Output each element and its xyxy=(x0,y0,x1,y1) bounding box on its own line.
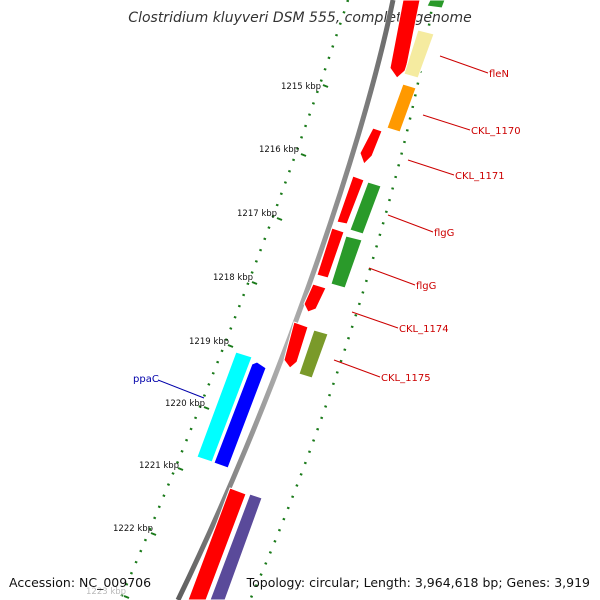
tick-mark xyxy=(150,532,157,536)
leader-line xyxy=(368,267,416,286)
tick-label: 1215 kbp xyxy=(281,82,321,92)
cds-feature xyxy=(389,0,421,79)
outer-dotted-track xyxy=(248,0,435,600)
tick-label: 1217 kbp xyxy=(237,209,277,219)
ppaC-feature xyxy=(196,351,267,469)
tick-mark xyxy=(322,84,329,88)
tick-mark xyxy=(276,217,283,221)
accession-text: Accession: NC_009706 xyxy=(9,575,151,590)
gene-label-ppaC[interactable]: ppaC xyxy=(133,374,159,385)
leader-line xyxy=(422,114,471,131)
cds-feature xyxy=(283,321,309,369)
forward-cds-track xyxy=(187,0,421,600)
leader-line xyxy=(157,379,205,399)
genome-summary-text: Topology: circular; Length: 3,964,618 bp… xyxy=(246,575,590,590)
cds-feature xyxy=(316,227,345,279)
ppaC-cyan-bar xyxy=(196,351,253,463)
tick-label: 1222 kbp xyxy=(113,524,153,534)
tick-mark xyxy=(177,467,184,471)
tick-mark xyxy=(251,281,258,285)
leader-line xyxy=(387,214,434,233)
gene-label-CKL_1175[interactable]: CKL_1175 xyxy=(381,373,431,384)
cds-feature xyxy=(187,487,247,600)
cds-feature xyxy=(336,175,365,225)
cds-feature xyxy=(303,283,327,313)
leader-line xyxy=(333,359,381,378)
orange-feature xyxy=(386,83,417,133)
map-title: Clostridium kluyveri DSM 555, complete g… xyxy=(128,10,471,26)
tick-label: 1223 kbp xyxy=(86,587,126,597)
leader-line xyxy=(407,159,455,176)
tick-mark xyxy=(300,153,307,157)
outer-feature-track xyxy=(209,0,446,600)
gene-labels: fleN CKL_1170 CKL_1171 flgG flgG CKL_117… xyxy=(133,69,521,385)
tick-mark xyxy=(203,406,210,410)
tick-mark xyxy=(123,595,130,599)
tick-label: 1221 kbp xyxy=(139,461,179,471)
leader-line xyxy=(439,55,489,74)
gene-label-flgG[interactable]: flgG xyxy=(416,281,436,292)
tick-mark xyxy=(227,344,234,348)
tick-label: 1216 kbp xyxy=(259,145,299,155)
ppaC-blue-bar xyxy=(213,361,267,469)
tick-label: 1218 kbp xyxy=(213,273,253,283)
gene-label-CKL_1170[interactable]: CKL_1170 xyxy=(471,126,521,137)
green-feature xyxy=(330,235,363,289)
label-leaders xyxy=(157,55,489,399)
gene-label-CKL_1174[interactable]: CKL_1174 xyxy=(399,324,449,335)
cds-feature xyxy=(359,127,383,165)
genome-backbone xyxy=(175,0,396,600)
gene-label-CKL_1171[interactable]: CKL_1171 xyxy=(455,171,505,182)
leader-line xyxy=(351,311,399,329)
tick-label: 1219 kbp xyxy=(189,337,229,347)
olive-feature xyxy=(298,329,329,379)
green-feature xyxy=(426,0,446,9)
tick-label: 1220 kbp xyxy=(165,399,205,409)
gene-label-flgG[interactable]: flgG xyxy=(434,228,454,239)
pale-feature xyxy=(403,29,435,79)
gene-label-fleN[interactable]: fleN xyxy=(489,69,509,80)
green-feature xyxy=(349,181,382,235)
kbp-ticks: 1215 kbp 1216 kbp 1217 kbp 1218 kbp 1219… xyxy=(86,82,329,599)
purple-feature xyxy=(209,493,263,600)
